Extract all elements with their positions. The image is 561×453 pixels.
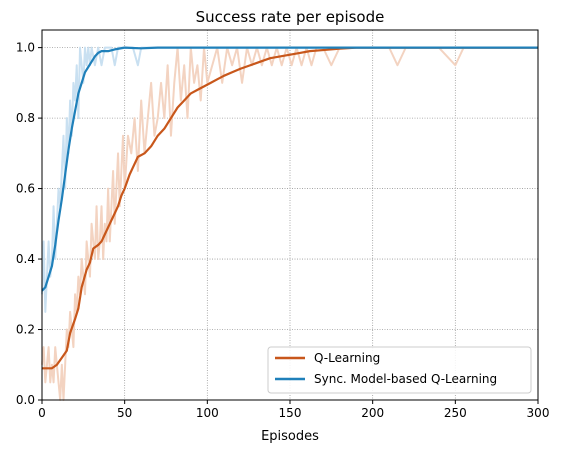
smoothed-series-line-q-learning <box>42 46 538 370</box>
x-tick-label: 100 <box>196 406 219 420</box>
legend-label-q-learning: Q-Learning <box>314 351 380 365</box>
x-tick-label: 300 <box>527 406 550 420</box>
y-tick-label: 0.2 <box>16 323 35 337</box>
x-tick-label: 50 <box>117 406 132 420</box>
x-tick-label: 150 <box>279 406 302 420</box>
x-axis-label: Episodes <box>261 429 319 444</box>
x-tick-label: 0 <box>38 406 46 420</box>
legend-label-sync-model-based: Sync. Model-based Q-Learning <box>314 372 497 386</box>
raw-series-line-sync-model-based-q-learning <box>41 46 538 313</box>
raw-series-line-q-learning <box>41 46 538 401</box>
y-tick-label: 0.0 <box>16 393 35 407</box>
legend: Q-Learning Sync. Model-based Q-Learning <box>267 346 532 394</box>
y-tick-label: 0.8 <box>16 111 35 125</box>
raw-series-layer <box>41 46 538 401</box>
y-tick-label: 1.0 <box>16 41 35 55</box>
smoothed-series-line-sync-model-based-q-learning <box>41 46 538 292</box>
y-tick-label: 0.6 <box>16 182 35 196</box>
axis-ticks: 0 50 100 150 200 250 300 0.0 0.2 0.4 0.6 0.8 1.0 <box>16 41 550 420</box>
y-tick-label: 0.4 <box>16 252 35 266</box>
legend-box <box>267 346 532 394</box>
x-tick-label: 250 <box>444 406 467 420</box>
x-tick-label: 200 <box>361 406 384 420</box>
chart-title: Success rate per episode <box>196 8 385 26</box>
smoothed-series-layer <box>41 46 538 370</box>
